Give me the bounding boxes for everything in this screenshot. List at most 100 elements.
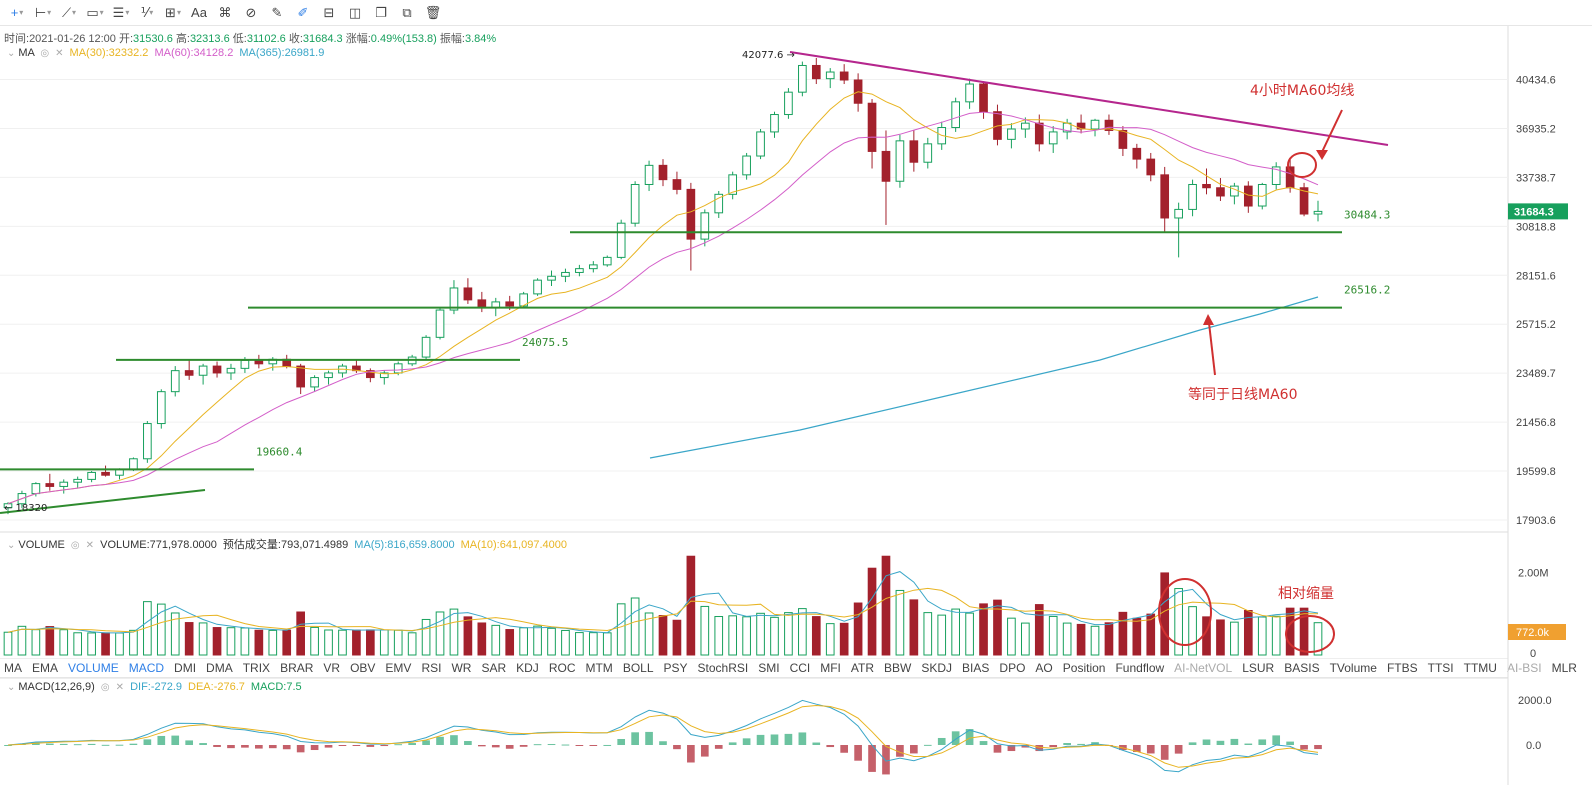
indicator-tab[interactable]: TVolume bbox=[1329, 661, 1377, 675]
volume-bar bbox=[407, 632, 417, 656]
indicator-tab[interactable]: TTMU bbox=[1463, 661, 1497, 675]
indicator-tab[interactable]: BIAS bbox=[962, 661, 990, 675]
indicator-tab[interactable]: AI-NetVOL bbox=[1174, 661, 1233, 675]
candle-body bbox=[17, 493, 27, 505]
snapshot-icon[interactable]: ⧉ bbox=[402, 4, 412, 20]
indicator-tab[interactable]: SAR bbox=[481, 661, 507, 675]
indicator-tab[interactable]: PSY bbox=[663, 661, 688, 675]
volume-bar bbox=[588, 632, 598, 656]
candle-body bbox=[853, 79, 863, 104]
candle-body bbox=[979, 83, 988, 113]
indicator-tab[interactable]: BOLL bbox=[622, 661, 654, 675]
indicator-tab[interactable]: TRIX bbox=[242, 661, 271, 675]
macd-histogram-bar bbox=[450, 735, 458, 745]
macd-histogram-bar bbox=[868, 745, 876, 772]
text-icon[interactable]: Aa bbox=[191, 5, 207, 20]
collapse-icon[interactable]: ⌄ bbox=[7, 682, 16, 693]
draw-mode-icon[interactable]: ✐ bbox=[297, 4, 309, 20]
volume-bar bbox=[895, 589, 905, 656]
candle-body bbox=[1216, 187, 1225, 197]
macd-legend-item: DIF:-272.9 bbox=[130, 681, 183, 693]
indicator-tab[interactable]: LSUR bbox=[1242, 661, 1275, 675]
indicator-tab[interactable]: ROC bbox=[548, 661, 576, 675]
indicator-tab[interactable]: FTBS bbox=[1386, 661, 1418, 675]
fibonacci-icon[interactable]: ⅟ ▾ bbox=[140, 4, 154, 20]
indicator-tab[interactable]: SMI bbox=[758, 661, 780, 675]
annotation-text: 相对缩量 bbox=[1278, 586, 1334, 602]
indicator-tab[interactable]: MA bbox=[4, 661, 22, 675]
indicator-tab[interactable]: WR bbox=[451, 661, 472, 675]
support-level-label: 30484.3 bbox=[1344, 208, 1390, 221]
volume-bar bbox=[630, 597, 640, 656]
settings-icon[interactable]: ◎ bbox=[70, 540, 80, 551]
candle-body bbox=[156, 391, 166, 425]
indicator-tab[interactable]: DPO bbox=[999, 661, 1026, 675]
candle-body bbox=[268, 358, 278, 365]
macd-histogram-bar bbox=[589, 745, 598, 746]
lock-icon[interactable]: ⊟ bbox=[323, 4, 335, 20]
macd-histogram-bar bbox=[18, 743, 26, 745]
delete-icon[interactable]: 🗑 bbox=[424, 4, 442, 20]
close-icon[interactable]: ✕ bbox=[115, 682, 124, 693]
indicator-tab[interactable]: BBW bbox=[884, 661, 912, 675]
indicator-tab[interactable]: Fundflow bbox=[1115, 661, 1165, 675]
ruler-icon[interactable]: ✎ bbox=[271, 4, 283, 20]
indicator-tab[interactable]: TTSI bbox=[1427, 661, 1454, 675]
candle-body bbox=[588, 264, 598, 270]
crosshair-icon[interactable]: + ▾ bbox=[10, 5, 24, 20]
indicator-tab[interactable]: VOLUME bbox=[68, 661, 119, 675]
indicator-tab[interactable]: DMI bbox=[174, 661, 197, 675]
indicator-tab[interactable]: DMA bbox=[206, 661, 233, 675]
volume-bar bbox=[965, 612, 974, 656]
magnet-icon[interactable]: ⌘ bbox=[218, 4, 232, 20]
copy-icon[interactable]: ❐ bbox=[375, 4, 387, 20]
parallel-lines-icon[interactable]: ☰ ▾ bbox=[112, 4, 130, 20]
annotation-arrowhead bbox=[1316, 150, 1328, 160]
volume-bar bbox=[491, 624, 501, 656]
annotation-arrow bbox=[1208, 322, 1216, 376]
eraser-icon[interactable]: ⊘ bbox=[245, 4, 257, 20]
measure-icon[interactable]: ⊞ ▾ bbox=[165, 4, 181, 20]
indicator-tab[interactable]: MACD bbox=[128, 661, 165, 675]
indicator-tab[interactable]: BASIS bbox=[1284, 661, 1320, 675]
trend-line-icon[interactable]: ⟋ ▾ bbox=[61, 4, 77, 20]
indicator-tab[interactable]: KDJ bbox=[516, 661, 539, 675]
indicator-tab[interactable]: CCI bbox=[789, 661, 811, 675]
close-icon[interactable]: ✕ bbox=[85, 540, 95, 551]
indicator-tab[interactable]: SKDJ bbox=[921, 661, 953, 675]
rectangle-icon[interactable]: ▭ ▾ bbox=[86, 4, 104, 20]
close-icon[interactable]: ✕ bbox=[55, 48, 64, 59]
indicator-tab[interactable]: StochRSI bbox=[697, 661, 749, 675]
indicator-tab[interactable]: ATR bbox=[850, 661, 875, 675]
indicator-tab[interactable]: Position bbox=[1062, 661, 1106, 675]
indicator-tab[interactable]: VR bbox=[323, 661, 341, 675]
macd-histogram-bar bbox=[87, 743, 96, 745]
settings-icon[interactable]: ◎ bbox=[40, 48, 50, 59]
collapse-icon[interactable]: ⌄ bbox=[7, 48, 16, 59]
drawing-toolbar: + ▾ ⊢ ▾ ⟋ ▾ ▭ ▾ ☰ ▾ ⅟ ▾ ⊞ ▾ Aa ⌘ ⊘ ✎ ✐ ⊟ ◫ ❐ ⧉ 🗑 bbox=[0, 0, 1592, 26]
macd-histogram-bar bbox=[798, 732, 807, 745]
volume-bar bbox=[156, 603, 166, 656]
indicator-tab[interactable]: AO bbox=[1035, 661, 1053, 675]
hide-icon[interactable]: ◫ bbox=[348, 4, 362, 20]
indicator-tab[interactable]: BRAR bbox=[280, 661, 314, 675]
settings-icon[interactable]: ◎ bbox=[100, 682, 110, 693]
indicator-tab[interactable]: AI-BSI bbox=[1506, 661, 1542, 675]
ma-legend-item: MA(60):34128.2 bbox=[154, 47, 234, 59]
volume-bar bbox=[240, 627, 250, 656]
volume-bar bbox=[87, 632, 96, 656]
collapse-icon[interactable]: ⌄ bbox=[7, 540, 16, 551]
indicator-tab[interactable]: MLR bbox=[1551, 661, 1577, 675]
macd-histogram-bar bbox=[241, 745, 249, 748]
indicator-tab[interactable]: MTM bbox=[585, 661, 613, 675]
price-tick-label: 23489.7 bbox=[1516, 368, 1556, 380]
macd-legend-item: MACD:7.5 bbox=[250, 681, 302, 693]
horizontal-line-icon[interactable]: ⊢ ▾ bbox=[34, 4, 52, 20]
indicator-tab[interactable]: OBV bbox=[350, 661, 376, 675]
indicator-tab[interactable]: EMV bbox=[385, 661, 412, 675]
indicator-tab[interactable]: EMA bbox=[32, 661, 59, 675]
indicator-tab[interactable]: MFI bbox=[820, 661, 841, 675]
indicator-tab[interactable]: RSI bbox=[421, 661, 442, 675]
macd-histogram-bar bbox=[896, 745, 904, 757]
volume-bar bbox=[602, 632, 612, 656]
